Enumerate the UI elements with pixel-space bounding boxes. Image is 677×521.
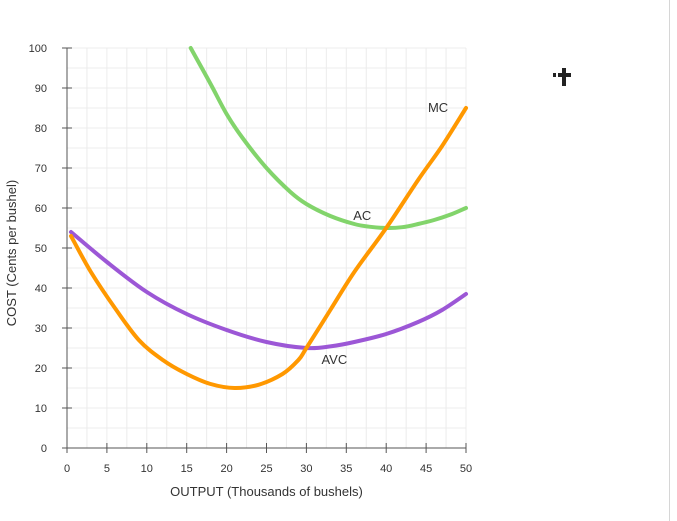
x-tick-label: 10 bbox=[141, 463, 153, 475]
x-tick-label: 35 bbox=[340, 463, 352, 475]
curve-mc bbox=[69, 106, 468, 391]
y-tick-label: 20 bbox=[35, 363, 47, 375]
curve-label-mc: MC bbox=[428, 100, 448, 115]
y-tick-label: 40 bbox=[35, 283, 47, 295]
move-cross-icon[interactable] bbox=[553, 66, 575, 88]
y-tick-label: 80 bbox=[35, 123, 47, 135]
x-tick-label: 45 bbox=[420, 463, 432, 475]
y-tick-label: 70 bbox=[35, 163, 47, 175]
x-tick-label: 0 bbox=[64, 463, 70, 475]
y-axis-title: COST (Cents per bushel) bbox=[4, 180, 19, 326]
y-tick-label: 60 bbox=[35, 203, 47, 215]
axes: 0 5 10 15 20 25 30 35 40 45 50 0 10 20 30 40 50 60 70 80 90 1… bbox=[29, 43, 472, 475]
curve-ac bbox=[188, 46, 468, 231]
y-tick-label: 0 bbox=[41, 443, 47, 455]
x-axis-title: OUTPUT (Thousands of bushels) bbox=[170, 484, 363, 499]
curves bbox=[69, 46, 468, 391]
x-tick-label: 5 bbox=[104, 463, 110, 475]
x-tick-label: 50 bbox=[460, 463, 472, 475]
y-tick-label: 10 bbox=[35, 403, 47, 415]
x-tick-label: 30 bbox=[300, 463, 312, 475]
grid bbox=[66, 47, 467, 449]
x-tick-label: 40 bbox=[380, 463, 392, 475]
x-tick-label: 25 bbox=[260, 463, 272, 475]
curve-labels: MC AC AVC bbox=[321, 100, 448, 367]
y-tick-label: 90 bbox=[35, 83, 47, 95]
y-tick-label: 100 bbox=[29, 43, 47, 55]
y-tick-label: 50 bbox=[35, 243, 47, 255]
curve-label-ac: AC bbox=[353, 208, 371, 223]
curve-label-avc: AVC bbox=[321, 352, 347, 367]
panel-divider bbox=[669, 0, 670, 521]
x-tick-label: 15 bbox=[181, 463, 193, 475]
y-tick-label: 30 bbox=[35, 323, 47, 335]
x-tick-label: 20 bbox=[220, 463, 232, 475]
